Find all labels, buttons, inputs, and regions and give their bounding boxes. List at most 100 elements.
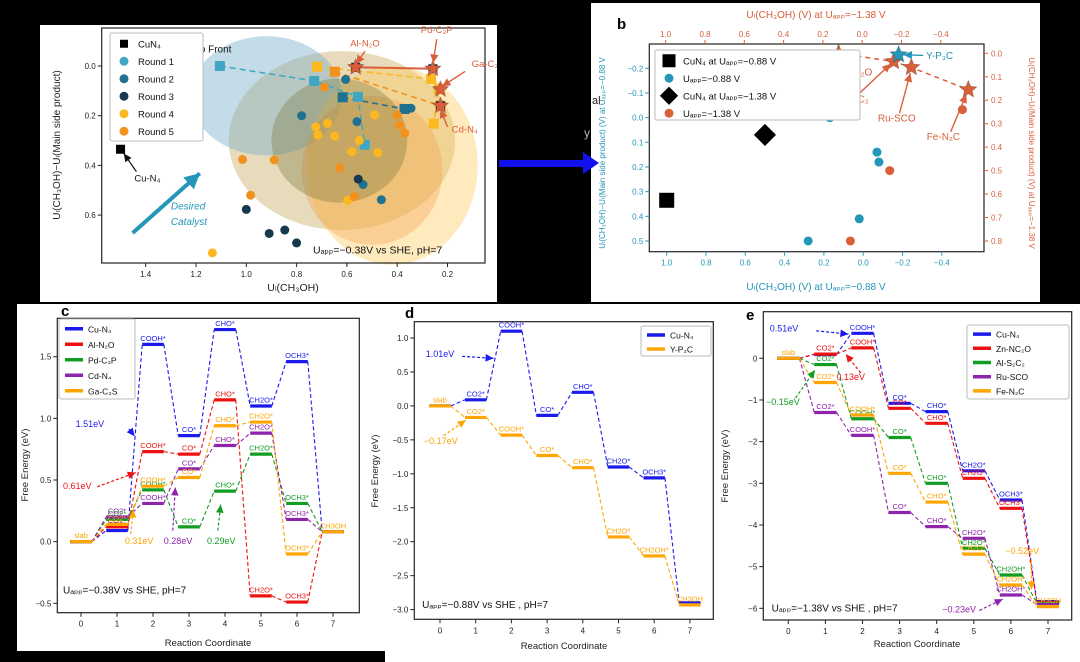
axis-label-bottom: Reaction Coordinate [165,638,252,649]
step-label: CHO* [215,415,235,424]
tick-label: 5 [259,620,264,629]
red-dots-marker [885,166,895,176]
step-connector [307,361,323,532]
step-label: COOH* [140,479,166,488]
tick-label: 5 [972,627,977,636]
tick-label: 0.3 [632,188,644,197]
tick-label: 1.0 [660,30,672,39]
legend-box [654,49,861,121]
step-connector [485,331,502,400]
round5-dots-marker [400,128,410,138]
catalyst-stars [346,57,450,114]
step-label: CH2OH* [996,574,1025,583]
step-label: CH2O* [962,468,986,477]
step-connector [664,555,680,606]
axis-label-left: Free Energy (eV) [20,429,31,502]
tick-label: 0.0 [85,62,97,71]
step-label: CO2* [816,344,834,353]
step-connector [199,329,215,436]
step-label: CO* [893,463,907,472]
step-connector [163,468,179,504]
step-connector [307,519,323,533]
tick-label: 0.4 [85,161,97,170]
round2-pareto-squares-marker [337,92,348,103]
step-label: COOH* [499,425,525,434]
round5-dots-marker [349,192,359,202]
round3-dots-marker [353,174,363,184]
annotation-text: Desired [171,202,206,213]
arrow-head [485,354,494,362]
tick-label: 6 [1009,627,1014,636]
tick-label: −3.0 [393,606,409,615]
step-connector [836,412,852,436]
legend-label: Cu-N₄ [670,331,694,341]
step-label: OCH3* [285,543,309,552]
annotation: −0.23eV [942,604,976,614]
step-label: CO2* [816,372,834,381]
step-connector [199,425,215,478]
step-connector [910,402,926,413]
legend: CuN₄ at Uₐₚₚ=−0.88 V Uₐₚₚ=−0.88 V CuN₄ at … [654,49,861,121]
axis-label-bottom: Reaction Coordinate [874,639,961,650]
chart-svg: CO2* COOH* CO* CHO* CH2O* OCH3* CO2* COOH* CO* CH… [20,304,360,649]
panel-letter: b [617,16,626,33]
arrow-head [126,471,136,479]
teal-dots-marker [874,157,884,167]
step-connector [836,332,852,355]
step-connector [910,512,926,528]
step-connector [799,353,815,359]
step-label: OCH3* [285,351,309,360]
tick-label: 1.0 [241,270,253,279]
step-connector [521,434,537,456]
step-label: CO2* [816,402,834,411]
teal-dots-marker [803,236,813,246]
axis-label-left: Free Energy (eV) [370,435,381,508]
legend-label: Al-N₂O [88,340,115,350]
legend-label: Pd-C₃P [88,355,117,365]
axis-bottom: 0 1 2 3 4 5 6 7 [786,620,1051,636]
tick-label: −4 [748,521,758,530]
step-connector [798,358,815,383]
arrow-head [904,73,913,83]
step-label: CH2OH* [996,564,1025,573]
step-connector [947,483,964,549]
tick-label: 0.0 [991,49,1003,58]
arrow-head [959,94,967,104]
step-label: CO2* [467,407,485,416]
step-label: CH2O* [249,396,273,405]
step-connector [163,477,179,487]
tick-label: 0.2 [817,30,829,39]
tick-label: 0.5 [991,167,1003,176]
legend-swatch [662,54,676,68]
tick-label: 1 [115,620,120,629]
step-connector [271,433,287,520]
plot-border [648,43,985,253]
legend-box [58,318,136,400]
legend-label: Round 1 [138,57,174,68]
tick-label: 3 [187,620,192,629]
legend-label: Cu-N₄ [996,330,1020,340]
step-label: CH3OH [320,521,346,530]
step-label: COOH* [140,476,166,485]
cun4-point [116,144,126,154]
tick-label: 4 [934,627,939,636]
tick-label: −0.4 [933,30,949,39]
arrow-head [1027,581,1036,590]
step-connector [450,399,466,407]
axis-left: 0.0 0.2 0.4 0.6 [85,62,102,220]
legend-swatch [664,108,674,118]
step-label: COOH* [140,441,166,450]
legend-box [966,324,1070,400]
step-label: CHO* [927,401,947,410]
step-connector [984,553,1001,586]
step-label: CH2O* [962,538,986,547]
panel-d-free-energy: CO2* COOH* CO* CHO* CH2O* OCH3* slab CO2* COOH* C… [367,304,732,662]
round3-dots-marker [264,228,274,238]
tick-label: −2 [748,438,758,447]
red-dots [845,105,967,246]
uncertainty-ellipse [190,36,342,156]
round5-dots [238,82,410,202]
step-connector [307,503,323,533]
legend-swatch [119,126,129,136]
teal-star-marker [889,44,909,63]
